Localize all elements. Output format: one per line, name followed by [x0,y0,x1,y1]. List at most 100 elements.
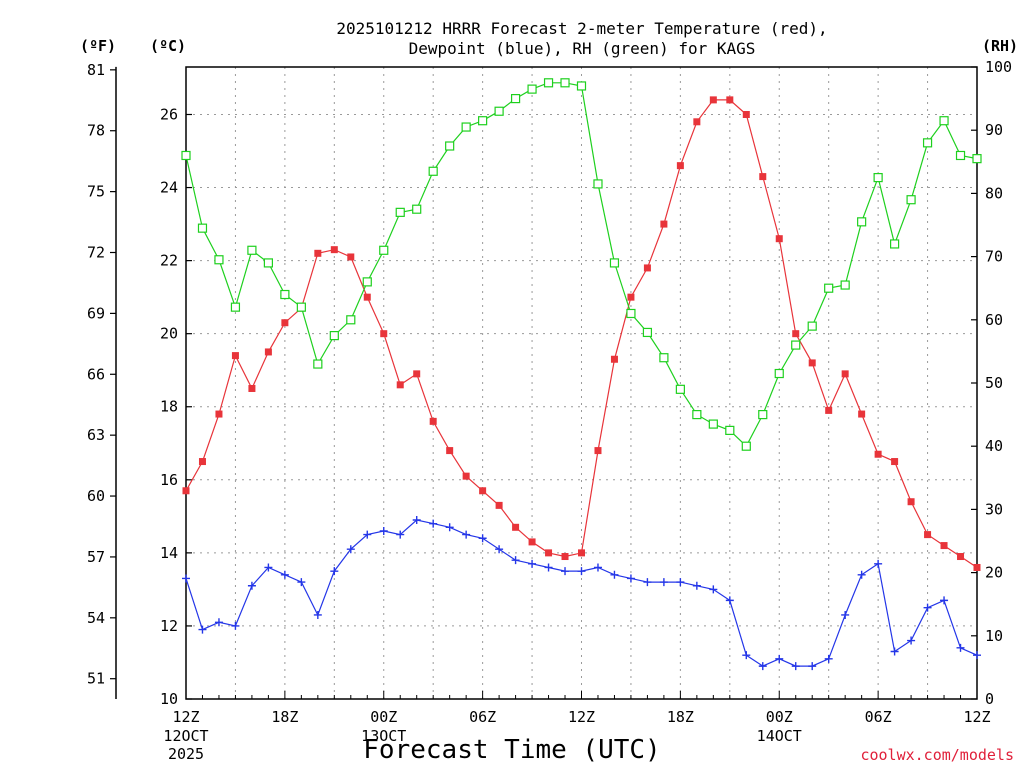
fahrenheit-tick-label: 81 [87,61,105,79]
rh-tick-label: 40 [985,437,1003,455]
data-point [543,78,554,88]
data-point [198,458,206,466]
celsius-tick-label: 16 [160,471,178,489]
data-point [247,245,257,255]
data-point [346,545,355,554]
data-point [313,359,323,369]
celsius-tick-label: 12 [160,617,178,635]
data-point [214,255,224,265]
data-point [840,280,850,290]
data-point [264,563,273,572]
data-point [857,570,866,579]
x-tick-date-label: 14OCT [757,727,802,745]
data-point [412,204,422,214]
rh-tick-label: 80 [985,184,1003,202]
data-point [726,96,734,104]
data-point [313,610,322,619]
data-point [561,567,570,576]
celsius-tick-label: 22 [160,252,178,270]
data-point [510,93,521,104]
data-point [395,207,405,217]
fahrenheit-unit-label: (ºF) [80,37,116,55]
chart-title-line1: 2025101212 HRRR Forecast 2-meter Tempera… [336,19,827,38]
data-point [248,384,256,392]
x-tick-year-label: 2025 [168,745,204,763]
data-point [841,370,849,378]
data-point [281,319,289,327]
data-point [923,603,932,612]
fahrenheit-tick-label: 66 [87,365,105,383]
data-point [198,625,207,634]
data-point [362,277,372,287]
data-point [609,258,620,268]
fahrenheit-tick-label: 78 [87,122,105,140]
data-point [379,245,389,255]
data-point [314,249,322,257]
x-tick-label: 06Z [469,708,496,726]
data-point [758,410,768,420]
data-point [379,526,388,535]
grid-lines [186,67,977,699]
data-point [495,545,504,554]
data-point [939,116,949,126]
data-point [775,654,784,663]
data-point [791,662,800,671]
data-point [610,355,618,363]
data-point [808,359,816,367]
data-point [264,348,272,356]
fahrenheit-tick-label: 60 [87,487,105,505]
fahrenheit-tick-label: 63 [87,426,105,444]
data-point [957,553,965,561]
rh-tick-label: 0 [985,690,994,708]
data-point [478,534,487,543]
data-point [874,450,882,458]
data-point [742,110,750,118]
data-point [824,654,833,663]
data-point [478,116,488,126]
fahrenheit-tick-label: 72 [87,244,105,262]
data-point [528,559,537,568]
data-point [182,574,190,583]
series-0 [182,96,981,571]
data-point [890,239,900,249]
data-point [709,96,717,104]
rh-tick-label: 30 [985,500,1003,518]
celsius-tick-label: 14 [160,544,178,562]
data-point [742,651,751,660]
data-point [462,472,470,480]
rh-tick-label: 10 [985,627,1003,645]
data-point [396,530,405,539]
data-point [759,173,767,181]
celsius-tick-label: 10 [160,690,178,708]
data-point [181,150,191,161]
data-point [214,618,223,627]
rh-tick-label: 20 [985,564,1003,582]
data-point [725,425,735,435]
data-point [725,596,734,605]
celsius-tick-label: 18 [160,398,178,416]
data-point [329,331,339,341]
data-point [445,523,454,532]
data-point [396,381,404,389]
series-2 [181,78,982,451]
data-point [708,419,718,429]
data-point [512,523,520,531]
data-point [479,487,487,495]
data-point [924,531,932,539]
data-point [775,235,783,243]
rh-unit-label: (RH) [982,37,1018,55]
data-point [230,302,241,312]
x-tick-date-label: 13OCT [361,727,406,745]
data-series [181,78,982,671]
data-point [413,370,421,378]
data-point [346,315,356,325]
fahrenheit-tick-label: 57 [87,548,105,566]
data-point [940,596,949,605]
data-point [825,406,833,414]
x-tick-label: 06Z [865,708,892,726]
data-point [560,78,570,88]
data-point [891,458,899,466]
rh-tick-label: 50 [985,374,1003,392]
x-tick-label: 12Z [172,708,199,726]
